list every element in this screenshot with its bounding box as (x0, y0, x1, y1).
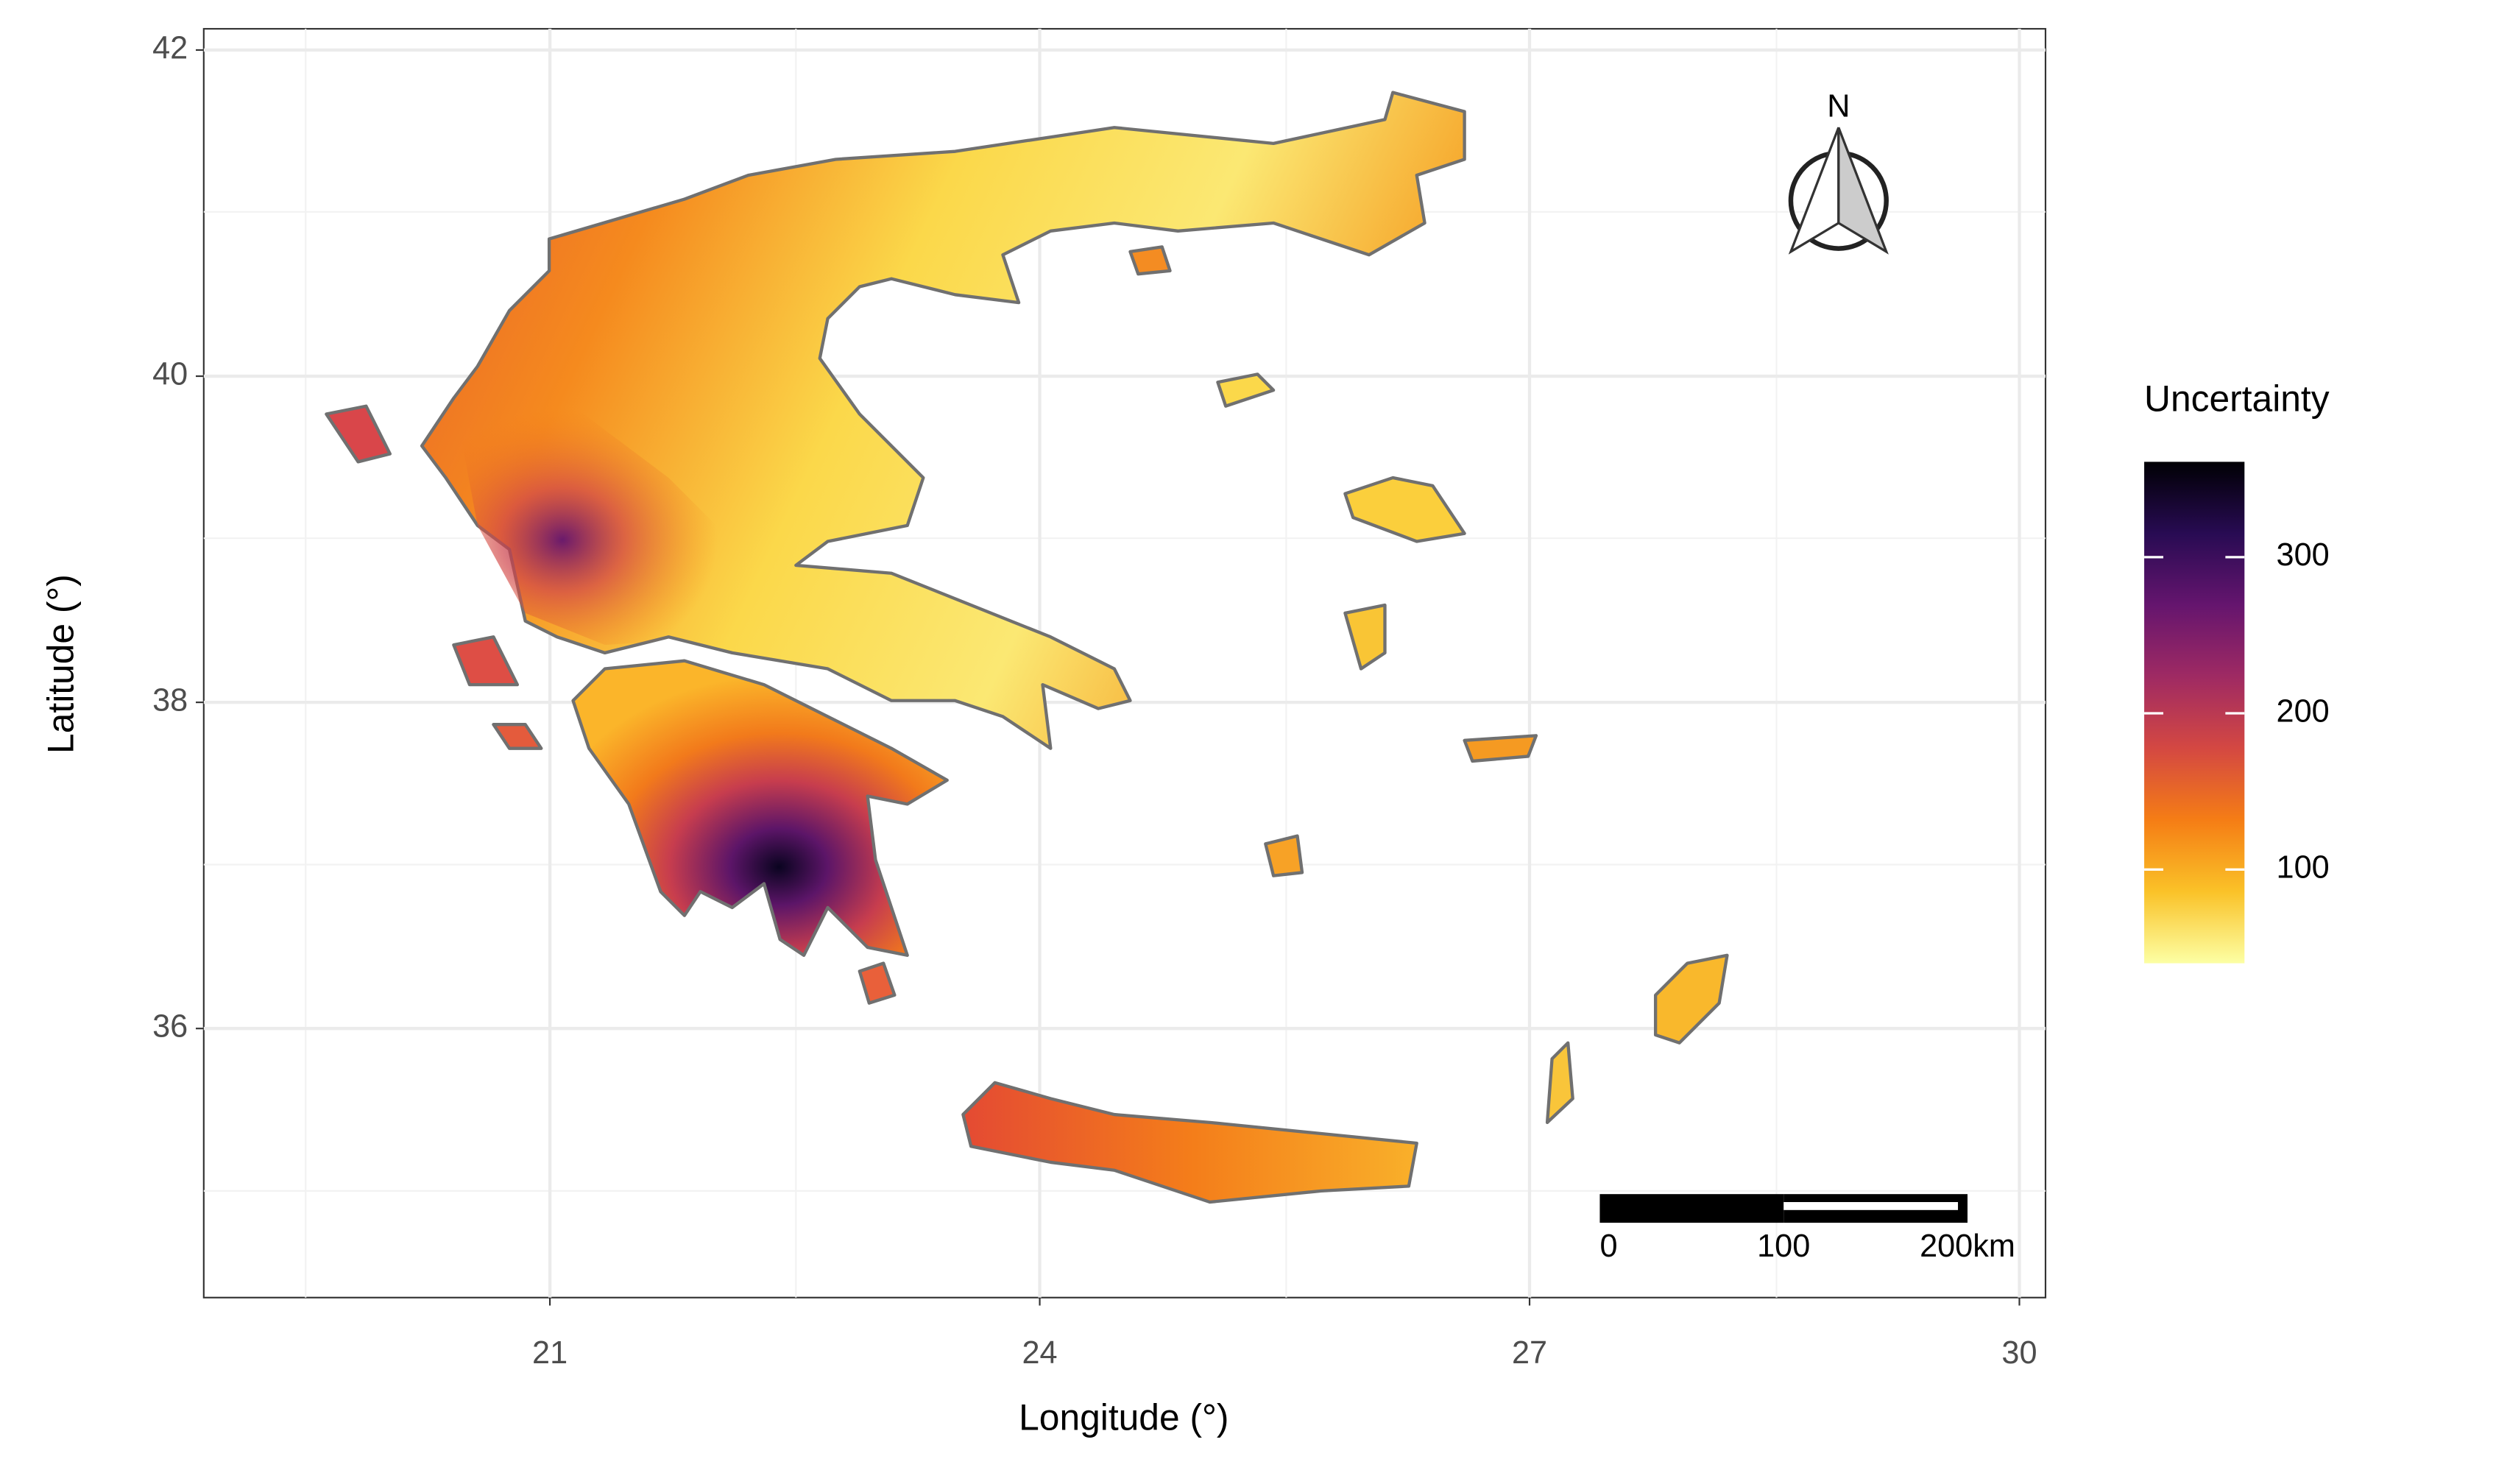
y-tick-label: 38 (152, 683, 188, 718)
scale-segment-inner (1783, 1201, 1959, 1210)
panel (202, 28, 2047, 1298)
north-arrow: N (1788, 89, 1889, 255)
kefalonia (452, 635, 520, 687)
x-tick-label: 21 (532, 1335, 568, 1371)
crete (961, 1081, 1418, 1204)
karpathos (1545, 1041, 1574, 1125)
x-tick-label: 30 (2001, 1335, 2037, 1371)
zakynthos (492, 723, 543, 750)
legend-tick-label: 200 (2277, 693, 2330, 729)
y-tick-label: 42 (152, 30, 188, 66)
legend-tick-label: 300 (2277, 537, 2330, 573)
peloponnese (571, 659, 949, 957)
chios (1343, 603, 1387, 671)
land (325, 91, 1729, 1204)
samos (1463, 734, 1538, 763)
y-axis-title: Latitude (°) (40, 574, 82, 754)
scale-segment (1599, 1194, 1784, 1223)
thasos (1128, 245, 1172, 276)
y-tick-label: 40 (152, 356, 188, 392)
scale-label: 100 (1757, 1229, 1810, 1264)
legend-title: Uncertainty (2144, 378, 2330, 419)
x-tick-label: 24 (1022, 1335, 1057, 1371)
scale-label: 200km (1920, 1229, 2015, 1264)
scale-label: 0 (1599, 1229, 1617, 1264)
corfu (325, 404, 392, 464)
rhodes (1653, 953, 1729, 1045)
y-tick-label: 36 (152, 1009, 188, 1045)
naxos (1264, 834, 1304, 877)
lesvos (1343, 476, 1466, 543)
legend-tick-label: 100 (2277, 850, 2330, 886)
x-tick-label: 27 (1512, 1335, 1547, 1371)
kythira (858, 961, 897, 1005)
north-arrow-right (1837, 127, 1889, 255)
limnos (1216, 372, 1276, 408)
north-label: N (1827, 89, 1850, 124)
mainland-shade (453, 382, 765, 646)
x-axis-title: Longitude (°) (1019, 1396, 1228, 1438)
